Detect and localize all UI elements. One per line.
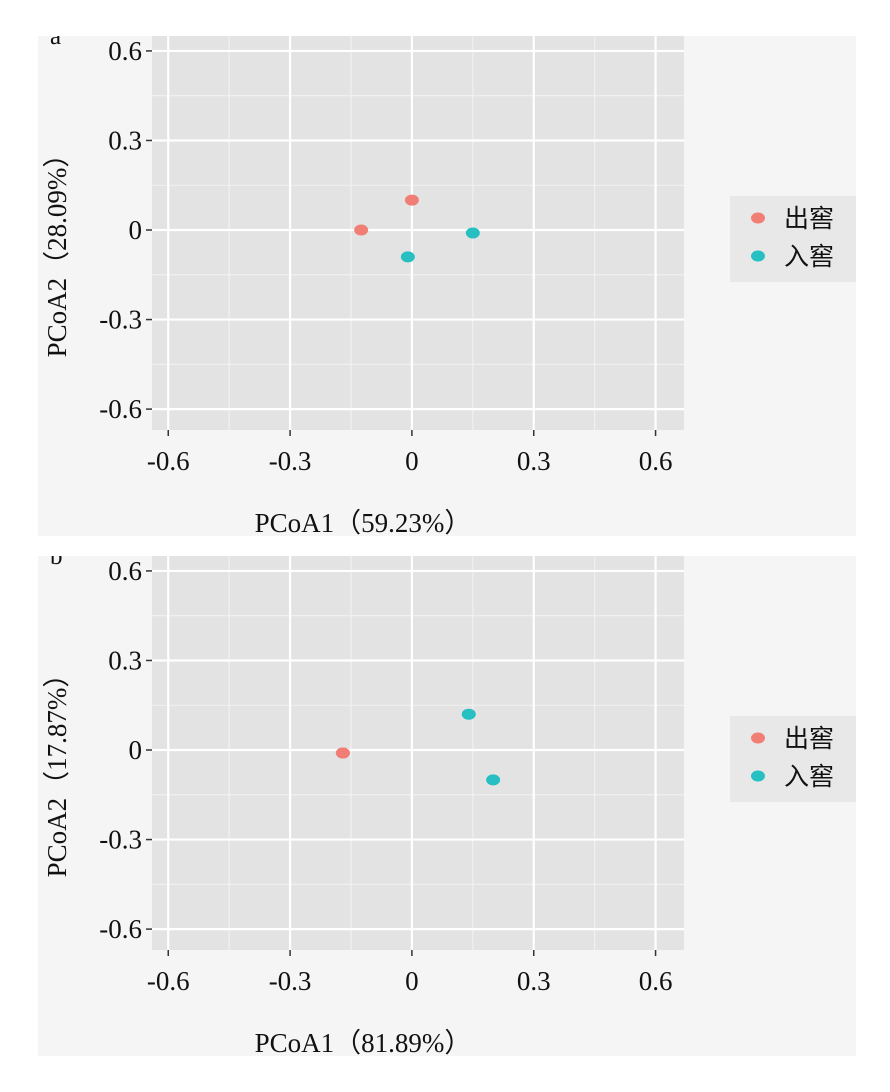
pcoa-panel-a: -0.6 -0.3 0 0.3 0.6 -0.6 -0.3 0 0.3 0.6 PCoA1（59.2… — [38, 36, 856, 536]
x-tick-label: -0.3 — [269, 966, 312, 996]
y-tick-label: 0.6 — [108, 556, 142, 586]
data-point-chuyao — [335, 747, 350, 759]
legend-box — [730, 196, 856, 282]
x-axis-title: PCoA1（59.23%） — [255, 508, 472, 536]
x-tick-label: 0 — [405, 966, 419, 996]
y-tick-label: -0.3 — [99, 305, 142, 335]
x-tick-label: -0.3 — [269, 446, 312, 476]
legend-label: 出窖 — [784, 204, 834, 233]
x-tick-label: -0.6 — [147, 446, 190, 476]
plot-area — [152, 556, 684, 950]
y-tick-label: 0.6 — [108, 36, 142, 66]
x-axis-title: PCoA1（81.89%） — [255, 1028, 472, 1056]
data-point-ruyao — [486, 774, 501, 786]
y-tick-label: 0.3 — [108, 125, 142, 155]
legend-label: 入窖 — [784, 242, 834, 271]
legend-key — [751, 770, 765, 782]
legend-label: 出窖 — [784, 724, 834, 753]
legend-key — [751, 732, 765, 744]
data-point-ruyao — [461, 708, 476, 720]
y-axis-title: PCoA2（17.87%） — [42, 661, 72, 878]
legend-key — [751, 250, 765, 262]
data-point-chuyao — [404, 194, 419, 206]
x-tick-label: 0.3 — [517, 446, 551, 476]
y-tick-label: -0.6 — [99, 394, 142, 424]
data-point-chuyao — [354, 224, 369, 236]
y-tick-label: -0.3 — [99, 825, 142, 855]
plot-area — [152, 36, 684, 430]
x-tick-label: 0 — [405, 446, 419, 476]
x-tick-label: 0.6 — [639, 966, 673, 996]
y-tick-label: 0 — [129, 215, 143, 245]
legend-label: 入窖 — [784, 762, 834, 791]
x-tick-label: -0.6 — [147, 966, 190, 996]
pcoa-panel-b: -0.6 -0.3 0 0.3 0.6 -0.6 -0.3 0 0.3 0.6 PCoA1（81.8… — [38, 556, 856, 1056]
legend-box — [730, 716, 856, 802]
y-tick-label: 0 — [129, 735, 143, 765]
data-point-ruyao — [465, 227, 480, 239]
panel-label: a — [50, 36, 61, 50]
y-tick-label: -0.6 — [99, 914, 142, 944]
x-tick-label: 0.3 — [517, 966, 551, 996]
pcoa-chart-b: -0.6 -0.3 0 0.3 0.6 -0.6 -0.3 0 0.3 0.6 PCoA1（81.8… — [42, 556, 856, 1056]
y-axis-title: PCoA2（28.09%） — [42, 141, 72, 358]
panel-label: b — [50, 556, 63, 570]
x-tick-label: 0.6 — [639, 446, 673, 476]
y-tick-label: 0.3 — [108, 645, 142, 675]
pcoa-chart-a: -0.6 -0.3 0 0.3 0.6 -0.6 -0.3 0 0.3 0.6 PCoA1（59.2… — [42, 36, 856, 536]
legend-key — [751, 212, 765, 224]
data-point-ruyao — [400, 251, 415, 263]
